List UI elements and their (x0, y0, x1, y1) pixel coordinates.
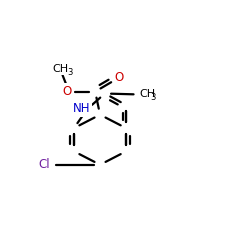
Text: 3: 3 (151, 93, 156, 102)
Text: O: O (114, 71, 124, 84)
Text: CH: CH (140, 90, 156, 100)
Text: O: O (63, 85, 72, 98)
Text: Cl: Cl (38, 158, 50, 171)
Text: NH: NH (73, 102, 91, 115)
Text: 3: 3 (67, 68, 72, 77)
Text: CH: CH (52, 64, 68, 74)
